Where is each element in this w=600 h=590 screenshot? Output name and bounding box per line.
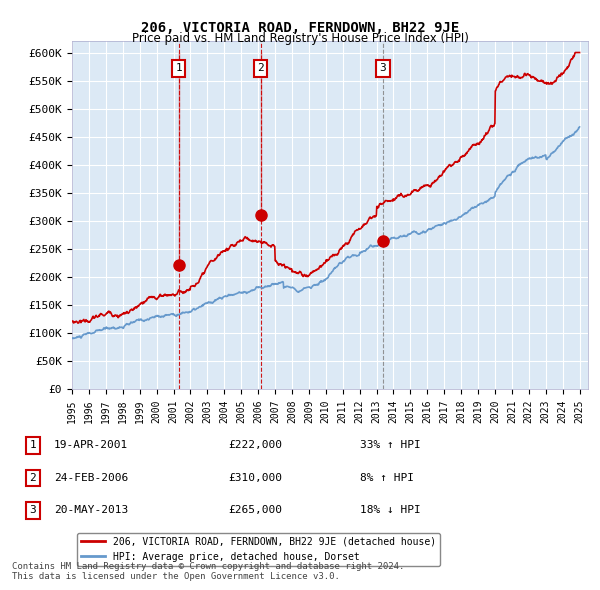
Text: £265,000: £265,000 xyxy=(228,506,282,515)
Text: Contains HM Land Registry data © Crown copyright and database right 2024.
This d: Contains HM Land Registry data © Crown c… xyxy=(12,562,404,581)
Text: 33% ↑ HPI: 33% ↑ HPI xyxy=(360,441,421,450)
Text: 2: 2 xyxy=(29,473,37,483)
Text: 3: 3 xyxy=(29,506,37,515)
Text: 18% ↓ HPI: 18% ↓ HPI xyxy=(360,506,421,515)
Text: 20-MAY-2013: 20-MAY-2013 xyxy=(54,506,128,515)
Text: £310,000: £310,000 xyxy=(228,473,282,483)
Text: £222,000: £222,000 xyxy=(228,441,282,450)
Text: Price paid vs. HM Land Registry's House Price Index (HPI): Price paid vs. HM Land Registry's House … xyxy=(131,32,469,45)
Text: 1: 1 xyxy=(29,441,37,450)
Text: 206, VICTORIA ROAD, FERNDOWN, BH22 9JE: 206, VICTORIA ROAD, FERNDOWN, BH22 9JE xyxy=(141,21,459,35)
Text: 3: 3 xyxy=(380,63,386,73)
Text: 19-APR-2001: 19-APR-2001 xyxy=(54,441,128,450)
Text: 1: 1 xyxy=(175,63,182,73)
Legend: 206, VICTORIA ROAD, FERNDOWN, BH22 9JE (detached house), HPI: Average price, det: 206, VICTORIA ROAD, FERNDOWN, BH22 9JE (… xyxy=(77,533,440,566)
Text: 24-FEB-2006: 24-FEB-2006 xyxy=(54,473,128,483)
Text: 2: 2 xyxy=(257,63,264,73)
Text: 8% ↑ HPI: 8% ↑ HPI xyxy=(360,473,414,483)
